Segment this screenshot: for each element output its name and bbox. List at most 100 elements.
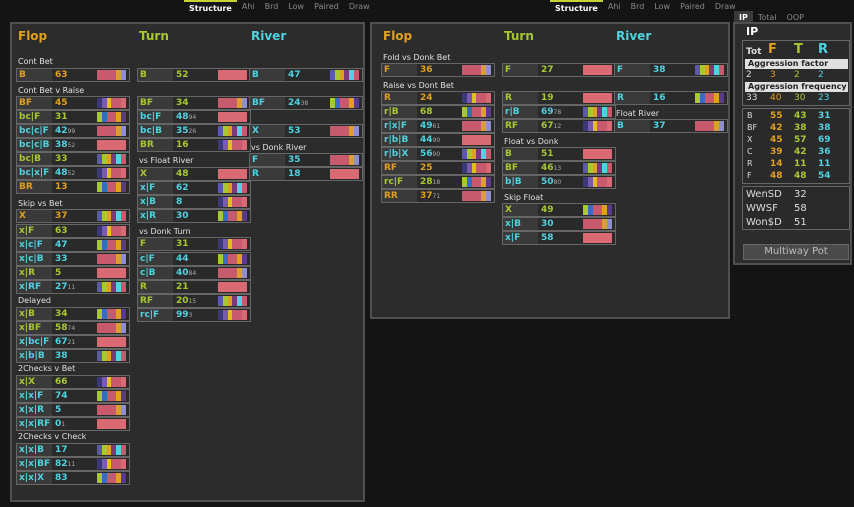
tab-oop[interactable]: OOP [786,13,804,22]
stat-row-dl-xbb[interactable]: x|b|B 38 [16,349,130,363]
range-bar [583,205,612,215]
stat-cell: 36 [818,147,831,157]
stat-row-rvd-rbx[interactable]: r|b|X 5690 [381,147,495,161]
stat-row-cbr-t-bcb[interactable]: bc|B 3526 [137,124,251,138]
range-bar-segment [597,107,603,117]
stat-row-fvdk-bb[interactable]: b|B 5080 [502,175,616,189]
range-bar-segment [471,121,477,131]
stat-row-tcb-xxrf[interactable]: x|x|RF 01 [16,417,130,431]
stat-row-rvd-rf[interactable]: RF 25 [381,161,495,175]
tab-low[interactable]: Low [654,2,671,11]
tab-low[interactable]: Low [288,2,305,11]
range-bar-segment [597,121,603,131]
stat-row-dl-xbf[interactable]: x|BF 5874 [16,321,130,335]
stat-row-vdt-rcf[interactable]: rc|F 993 [137,308,251,322]
multiway-pot-button[interactable]: Multiway Pot [743,244,849,260]
stat-row-cb-r-b[interactable]: B 47 [249,68,363,82]
stat-row-cb-t-b[interactable]: B 52 [137,68,251,82]
stat-row-rvd-rcf[interactable]: rc|F 2818 [381,175,495,189]
range-bar-segment [218,282,223,292]
stat-row-rvd-t-rb[interactable]: r|B 6978 [502,105,616,119]
stat-row-svb-xr[interactable]: x|R 5 [16,266,130,280]
stat-row-rvd-t-rf[interactable]: RF 6712 [502,119,616,133]
range-bar-segment [218,268,223,278]
stat-row-cbr-t-bcf[interactable]: bc|F 4894 [137,110,251,124]
stat-row-fvd-t-f[interactable]: F 27 [502,63,616,77]
stat-row-tcc-xxx[interactable]: x|x|X 83 [16,471,130,485]
stat-row-cbr-br[interactable]: BR 13 [16,180,130,194]
range-bar-segment [97,377,102,387]
stat-row-rvd-r[interactable]: R 24 [381,91,495,105]
stat-row-sf-xb[interactable]: x|B 30 [502,217,616,231]
stat-row-dl-xb[interactable]: x|B 34 [16,307,130,321]
stat-row-vdr-r[interactable]: R 18 [249,167,363,181]
range-bar-segment [349,126,355,136]
stat-row-tcb-xx[interactable]: x|X 66 [16,375,130,389]
stat-row-dl-xbcf[interactable]: x|bc|F 6721 [16,335,130,349]
tab-total[interactable]: Total [757,13,777,22]
tab-draw[interactable]: Draw [348,2,370,11]
stat-row-vdt-rf[interactable]: RF 2015 [137,294,251,308]
stat-row-cb-f-b[interactable]: B 63 [16,68,130,82]
stat-row-cbr-bcxf[interactable]: bc|x|F 4852 [16,166,130,180]
stat-row-fvdk-b[interactable]: B 51 [502,147,616,161]
stat-row-cbr-r-bf[interactable]: BF 2438 [249,96,363,110]
tab-structure[interactable]: Structure [550,0,603,13]
stat-row-cbr-bccf[interactable]: bc|c|F 4299 [16,124,130,138]
range-bar [330,70,359,80]
stat-row-rvd-rxf[interactable]: r|x|F 4961 [381,119,495,133]
stat-row-tcc-xxb[interactable]: x|x|B 17 [16,443,130,457]
aggr-freq-cell: 30 [794,93,806,103]
stat-row-sf-x[interactable]: X 49 [502,203,616,217]
range-bar-segment [583,65,588,75]
stat-row-tcc-xxbf[interactable]: x|x|BF 8211 [16,457,130,471]
stat-row-cbr-t-bf[interactable]: BF 34 [137,96,251,110]
stat-row-fvd-f[interactable]: F 36 [381,63,495,77]
stat-row-tcb-xxr[interactable]: x|x|R 5 [16,403,130,417]
tab-brd[interactable]: Brd [264,2,279,11]
stat-row-vdr-f[interactable]: F 35 [249,153,363,167]
stat-row-fvd-r-f[interactable]: F 38 [614,63,728,77]
tab-brd[interactable]: Brd [630,2,645,11]
stat-row-vfr-xb[interactable]: x|B 8 [137,195,251,209]
tab-ip[interactable]: IP [734,11,753,23]
stat-row-rvd-rbb[interactable]: r|b|B 4490 [381,133,495,147]
stat-row-rvd-r-r[interactable]: R 16 [614,91,728,105]
tab-draw[interactable]: Draw [714,2,736,11]
stat-row-cbr-bcf[interactable]: bc|F 31 [16,110,130,124]
range-bar-segment [466,177,472,187]
range-bar-segment [111,211,117,221]
stat-row-rvd-rb[interactable]: r|B 68 [381,105,495,119]
stat-row-svb-xrf[interactable]: x|RF 2711 [16,280,130,294]
stat-row-svb-xcb[interactable]: x|c|B 33 [16,252,130,266]
stat-row-vdt-f[interactable]: F 31 [137,237,251,251]
stat-row-fr-b[interactable]: B 37 [614,119,728,133]
tab-paired[interactable]: Paired [680,2,705,11]
stat-row-cbr-bf[interactable]: BF 45 [16,96,130,110]
tab-ahi[interactable]: Ahi [241,2,255,11]
stat-value: 4490 [417,134,462,147]
tab-paired[interactable]: Paired [314,2,339,11]
right-title: IP [746,25,759,38]
stat-row-cbr-r-x[interactable]: X 53 [249,124,363,138]
stat-row-vdt-r[interactable]: R 21 [137,280,251,294]
stat-row-cbr-bccb[interactable]: bc|c|B 3852 [16,138,130,152]
stat-row-cbr-bcb[interactable]: bc|B 33 [16,152,130,166]
stat-row-sf-xf[interactable]: x|F 58 [502,231,616,245]
stat-row-svb-x[interactable]: X 37 [16,209,130,223]
stat-row-cbr-t-br[interactable]: BR 16 [137,138,251,152]
range-bar [218,140,247,150]
stat-row-vdt-cf[interactable]: c|F 44 [137,252,251,266]
tab-ahi[interactable]: Ahi [607,2,621,11]
stat-row-rvd-rr[interactable]: RR 3771 [381,189,495,203]
stat-row-tcb-xxf[interactable]: x|x|F 74 [16,389,130,403]
stat-row-vfr-x[interactable]: X 48 [137,167,251,181]
tab-structure[interactable]: Structure [184,0,237,13]
stat-row-fvdk-bf[interactable]: BF 4613 [502,161,616,175]
stat-row-vfr-xf[interactable]: x|F 62 [137,181,251,195]
stat-row-svb-xcf[interactable]: x|c|F 47 [16,238,130,252]
stat-row-vdt-cb[interactable]: c|B 4084 [137,266,251,280]
stat-row-vfr-xr[interactable]: x|R 30 [137,209,251,223]
stat-row-svb-xf[interactable]: x|F 63 [16,224,130,238]
stat-row-rvd-t-r[interactable]: R 19 [502,91,616,105]
